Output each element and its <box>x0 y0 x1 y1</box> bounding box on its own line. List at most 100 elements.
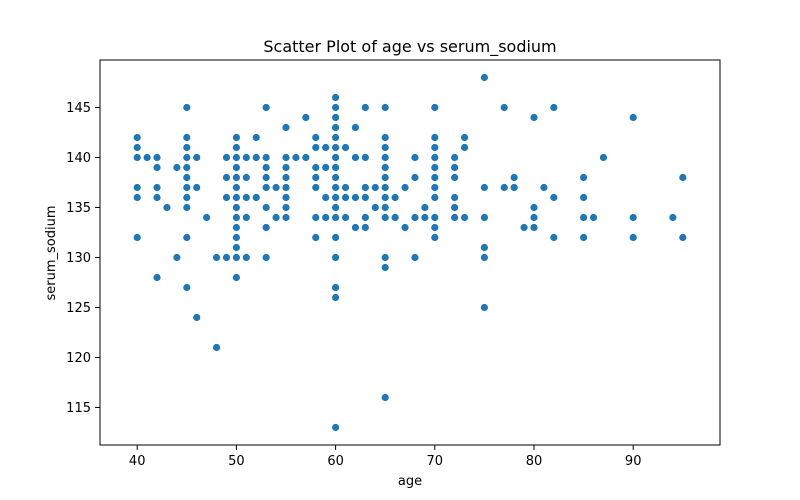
data-point <box>311 233 321 242</box>
data-point <box>132 133 142 142</box>
x-tick-label: 40 <box>129 454 146 469</box>
data-point <box>182 283 192 292</box>
data-point <box>479 213 489 222</box>
data-point <box>321 163 331 172</box>
data-point <box>599 153 608 162</box>
plot-frame <box>99 59 721 446</box>
y-tick-label: 120 <box>66 351 91 366</box>
data-point <box>360 223 370 232</box>
data-point <box>321 193 331 202</box>
data-point <box>430 133 440 142</box>
data-point <box>192 313 202 322</box>
x-tick-label: 90 <box>625 454 642 469</box>
data-point <box>380 203 390 212</box>
data-point <box>628 233 638 242</box>
data-point <box>172 163 182 172</box>
data-point <box>410 153 420 162</box>
y-tick-label: 115 <box>66 401 91 416</box>
x-tick-label: 80 <box>526 454 543 469</box>
data-point <box>301 113 311 122</box>
data-point <box>231 173 241 182</box>
data-point <box>231 133 241 142</box>
data-point <box>271 213 281 222</box>
data-point <box>331 293 341 302</box>
data-point <box>341 183 350 192</box>
x-tick-label: 50 <box>228 454 245 469</box>
data-point <box>192 153 202 162</box>
data-point <box>509 183 519 192</box>
y-axis: 115 120 125 130 135 140 145 <box>66 101 100 416</box>
chart-title: Scatter Plot of age vs serum_sodium <box>263 37 556 57</box>
data-point <box>182 103 192 112</box>
data-point <box>579 213 588 222</box>
data-point <box>281 183 291 192</box>
data-point <box>430 143 440 152</box>
data-point <box>390 193 400 202</box>
data-point <box>261 163 271 172</box>
data-point <box>430 183 440 192</box>
data-point <box>261 203 271 212</box>
data-point <box>450 163 460 172</box>
data-point <box>152 193 162 202</box>
data-point <box>152 163 162 172</box>
data-point <box>331 203 341 212</box>
data-point <box>360 213 370 222</box>
data-point <box>450 213 460 222</box>
data-point <box>331 113 341 122</box>
data-point <box>301 153 311 162</box>
data-point <box>281 173 291 182</box>
data-point <box>529 113 539 122</box>
x-tick-label: 70 <box>427 454 444 469</box>
data-point <box>281 213 291 222</box>
data-point <box>331 193 341 202</box>
data-point <box>182 203 192 212</box>
data-point <box>479 243 489 252</box>
data-point <box>479 183 489 192</box>
data-point <box>579 233 588 242</box>
data-point <box>311 173 321 182</box>
data-point <box>430 153 440 162</box>
data-point <box>499 183 509 192</box>
data-point <box>331 93 341 102</box>
data-point <box>212 343 221 352</box>
data-point <box>241 213 251 222</box>
data-point <box>231 243 241 252</box>
data-point <box>341 193 350 202</box>
data-point <box>360 193 370 202</box>
data-point <box>271 183 281 192</box>
data-point <box>311 143 321 152</box>
data-point <box>331 183 341 192</box>
data-point <box>668 213 678 222</box>
data-point <box>331 173 341 182</box>
y-tick-label: 130 <box>66 251 91 266</box>
data-point <box>331 103 341 112</box>
data-point <box>678 233 688 242</box>
x-axis-label: age <box>398 474 422 489</box>
data-point <box>360 103 370 112</box>
data-point <box>380 153 390 162</box>
data-point <box>351 193 360 202</box>
data-point <box>231 153 241 162</box>
data-point <box>589 213 598 222</box>
data-point <box>231 273 241 282</box>
data-point <box>430 233 440 242</box>
data-point <box>360 183 370 192</box>
data-point <box>450 193 460 202</box>
data-point <box>420 213 430 222</box>
data-point <box>450 203 460 212</box>
data-point <box>579 173 588 182</box>
data-point <box>132 153 142 162</box>
data-point <box>261 153 271 162</box>
x-tick-label: 60 <box>327 454 344 469</box>
data-point <box>430 223 440 232</box>
data-point <box>261 173 271 182</box>
data-point <box>430 103 440 112</box>
data-point <box>231 213 241 222</box>
data-point <box>231 223 241 232</box>
data-point <box>202 213 212 222</box>
data-point <box>172 253 182 262</box>
data-point <box>460 133 469 142</box>
data-point <box>251 153 261 162</box>
data-point <box>261 223 271 232</box>
data-point <box>380 253 390 262</box>
